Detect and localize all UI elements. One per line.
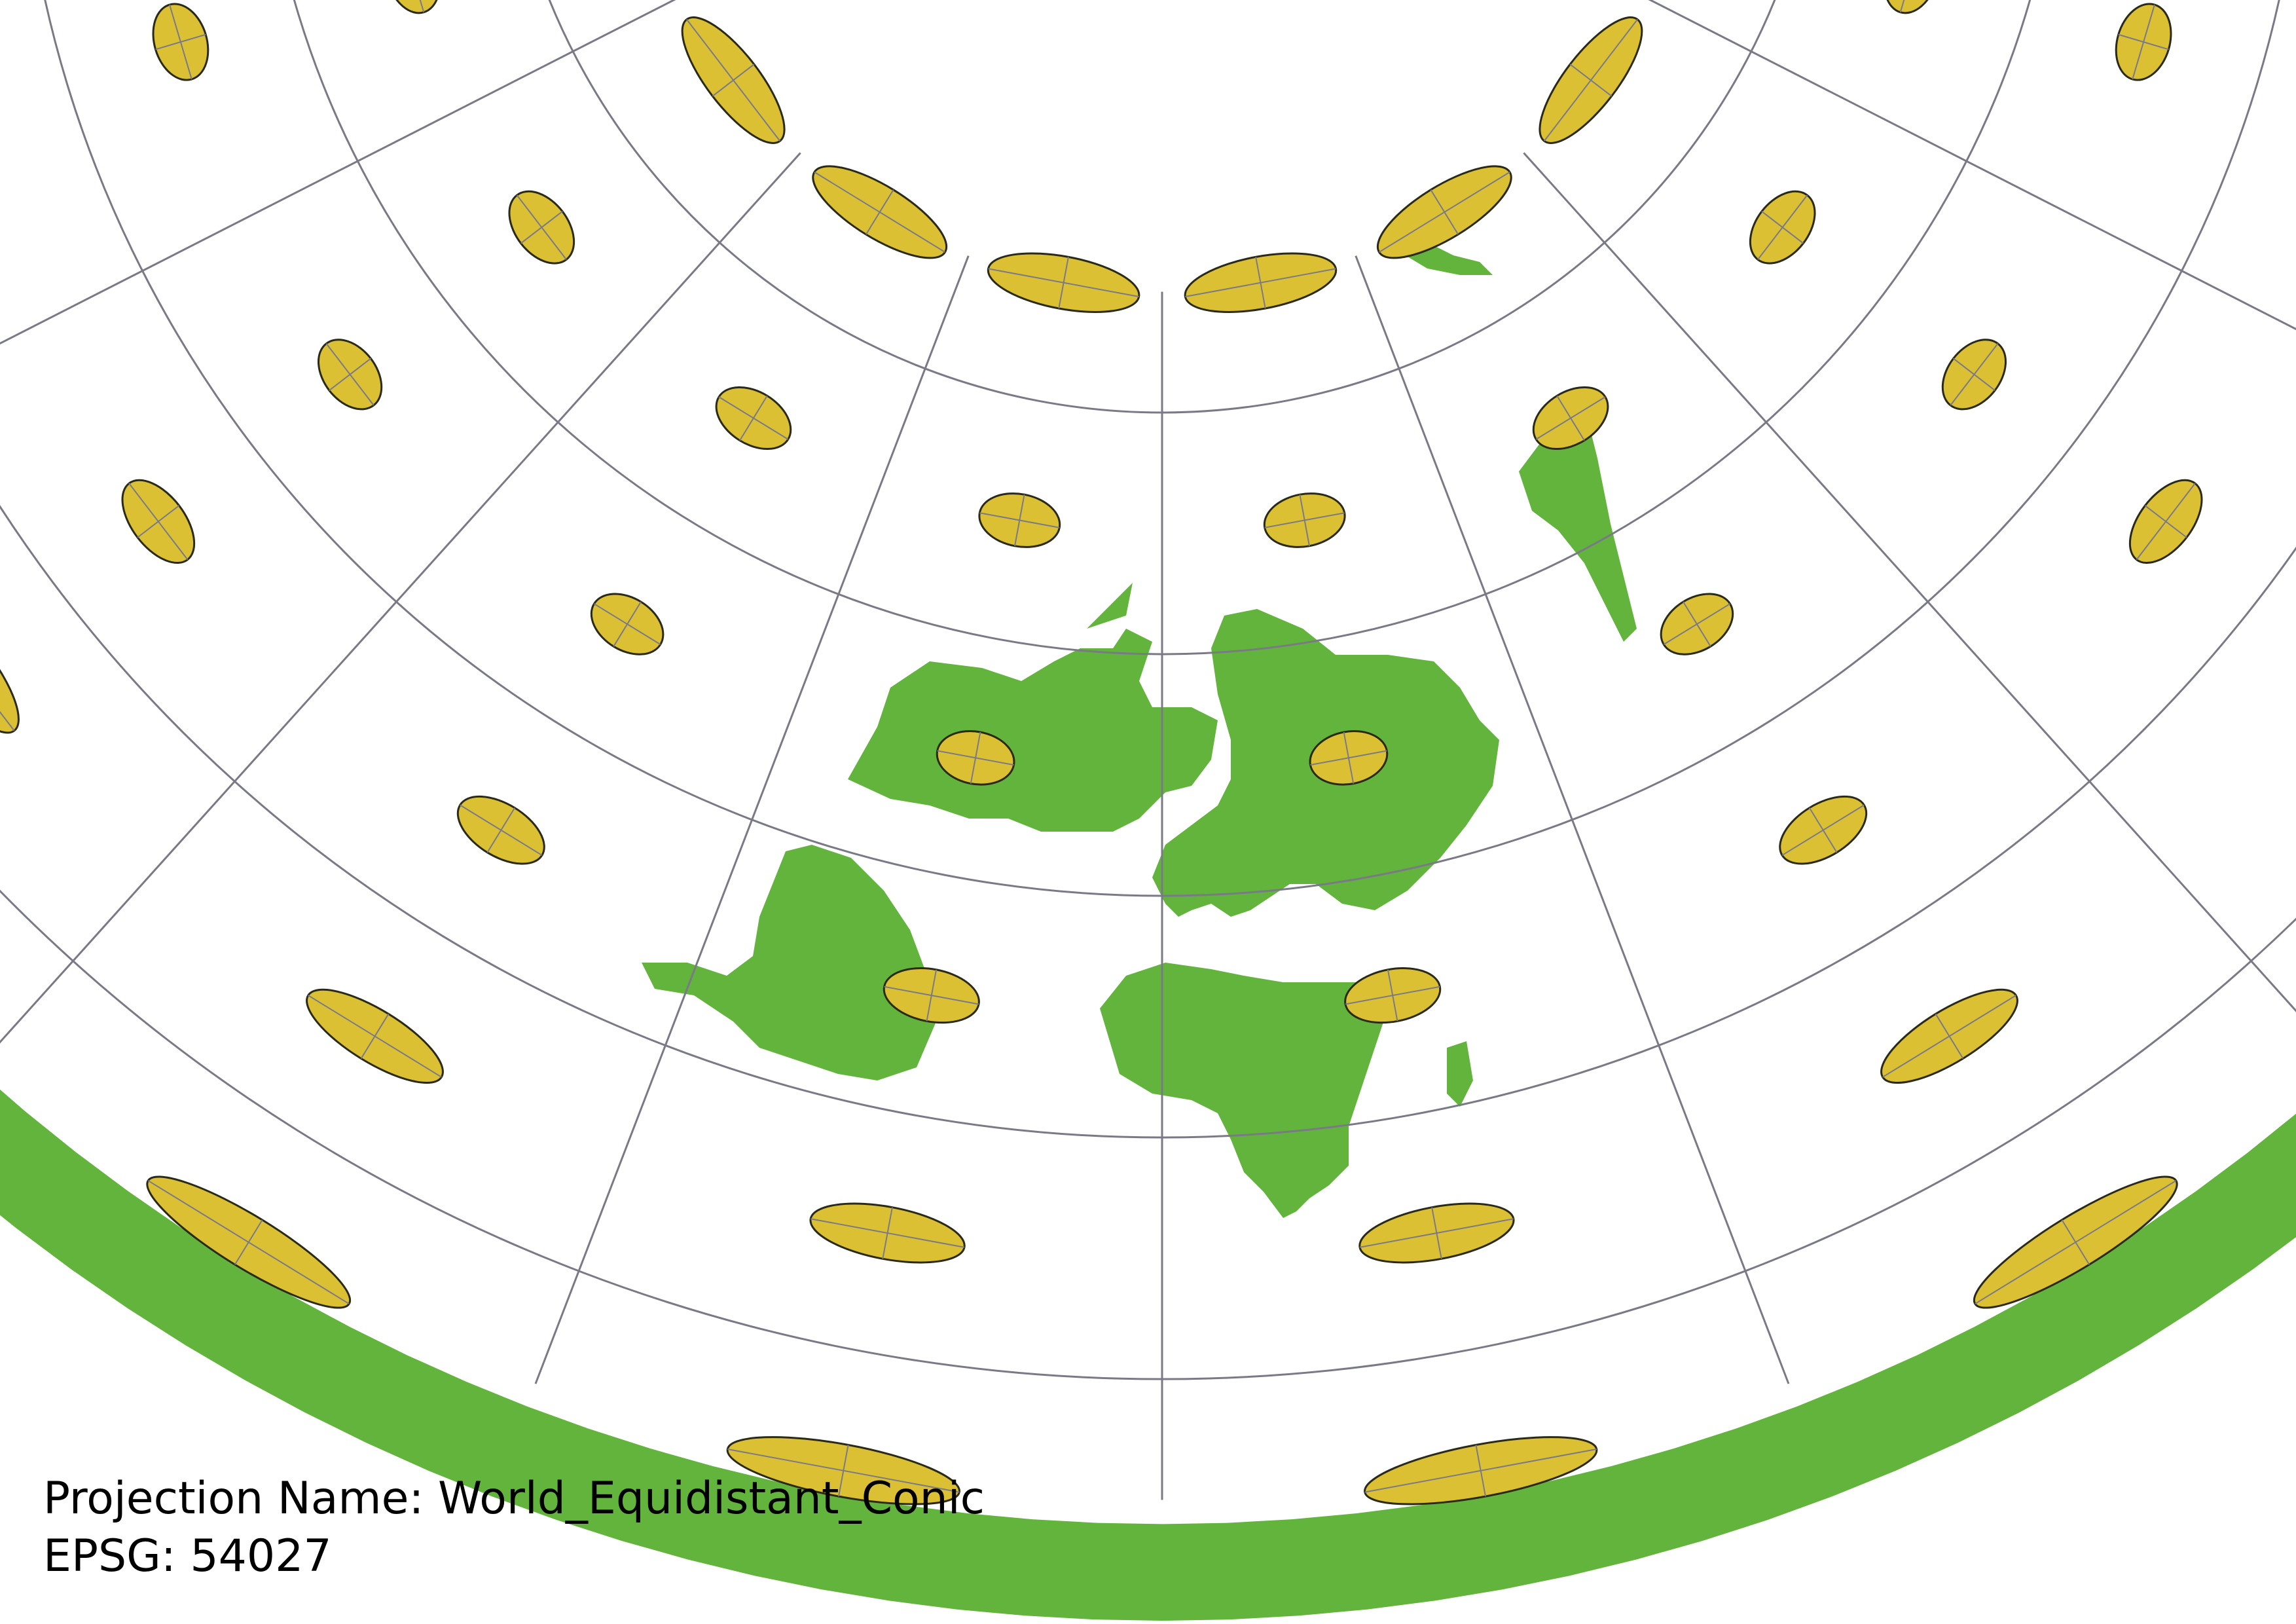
epsg-code-label: EPSG: 54027 <box>43 1530 332 1582</box>
tissot-ellipse <box>1883 0 1941 14</box>
tissot-ellipse <box>1941 339 2007 411</box>
tissot-ellipse <box>152 3 210 81</box>
meridian--60 <box>0 152 801 1044</box>
tissot-ellipse <box>715 386 792 451</box>
tissot-ellipse <box>2115 3 2172 81</box>
tissot-ellipse <box>883 967 980 1024</box>
north-america-landmass <box>848 629 1218 832</box>
parallel--60 <box>0 889 2296 1380</box>
meridian--90 <box>0 0 676 345</box>
meridian-60 <box>1523 152 2296 1012</box>
parallel--30 <box>0 504 2296 1139</box>
tissot-ellipse <box>0 603 20 734</box>
madagascar-landmass <box>1447 1041 1473 1107</box>
tissot-ellipse <box>2289 591 2296 747</box>
projection-name-label: Projection Name: World_Equidistant_Conic <box>43 1473 985 1524</box>
tissot-ellipse <box>987 252 1140 313</box>
tissot-ellipse <box>812 165 948 259</box>
tissot-ellipse <box>681 16 786 144</box>
landmasses <box>642 242 1637 1218</box>
tissot-indicatrices <box>0 0 2296 1505</box>
greenland-landmass <box>1087 583 1133 629</box>
japan-kamchatka-landmass <box>1519 406 1637 642</box>
tissot-ellipse <box>1539 16 1643 144</box>
tissot-ellipse <box>726 1436 960 1505</box>
tissot-ellipse <box>1263 492 1346 548</box>
tissot-ellipse <box>1973 1175 2178 1309</box>
tissot-ellipse <box>1660 593 1734 655</box>
meridian-30 <box>1355 255 1790 1384</box>
tissot-ellipse <box>1779 795 1868 865</box>
tissot-ellipse <box>590 593 665 655</box>
meridian-90 <box>1648 0 2296 331</box>
meridian--30 <box>534 255 970 1384</box>
tissot-ellipse <box>146 1175 352 1309</box>
tissot-ellipse <box>1344 967 1442 1024</box>
tissot-ellipse <box>2128 479 2203 564</box>
tissot-ellipse <box>317 339 383 411</box>
tissot-ellipse <box>1364 1436 1598 1505</box>
tissot-ellipse <box>1880 988 2018 1084</box>
tissot-ellipse <box>306 988 444 1084</box>
tissot-ellipse <box>1184 252 1338 313</box>
graticule <box>0 0 2296 1500</box>
tissot-ellipse <box>1376 165 1512 259</box>
tissot-ellipse <box>1358 1202 1515 1264</box>
south-america-landmass <box>642 845 936 1080</box>
tissot-ellipse <box>809 1202 966 1264</box>
tissot-ellipse <box>121 479 196 564</box>
africa-landmass <box>1100 963 1388 1218</box>
tissot-ellipse <box>1749 190 1816 265</box>
tissot-ellipse <box>383 0 441 14</box>
tissot-ellipse <box>936 730 1015 786</box>
tissot-ellipse <box>978 492 1061 548</box>
tissot-ellipse <box>508 190 575 265</box>
tissot-ellipse <box>1532 386 1609 451</box>
tissot-ellipse <box>1309 730 1389 786</box>
tissot-ellipse <box>456 795 545 865</box>
